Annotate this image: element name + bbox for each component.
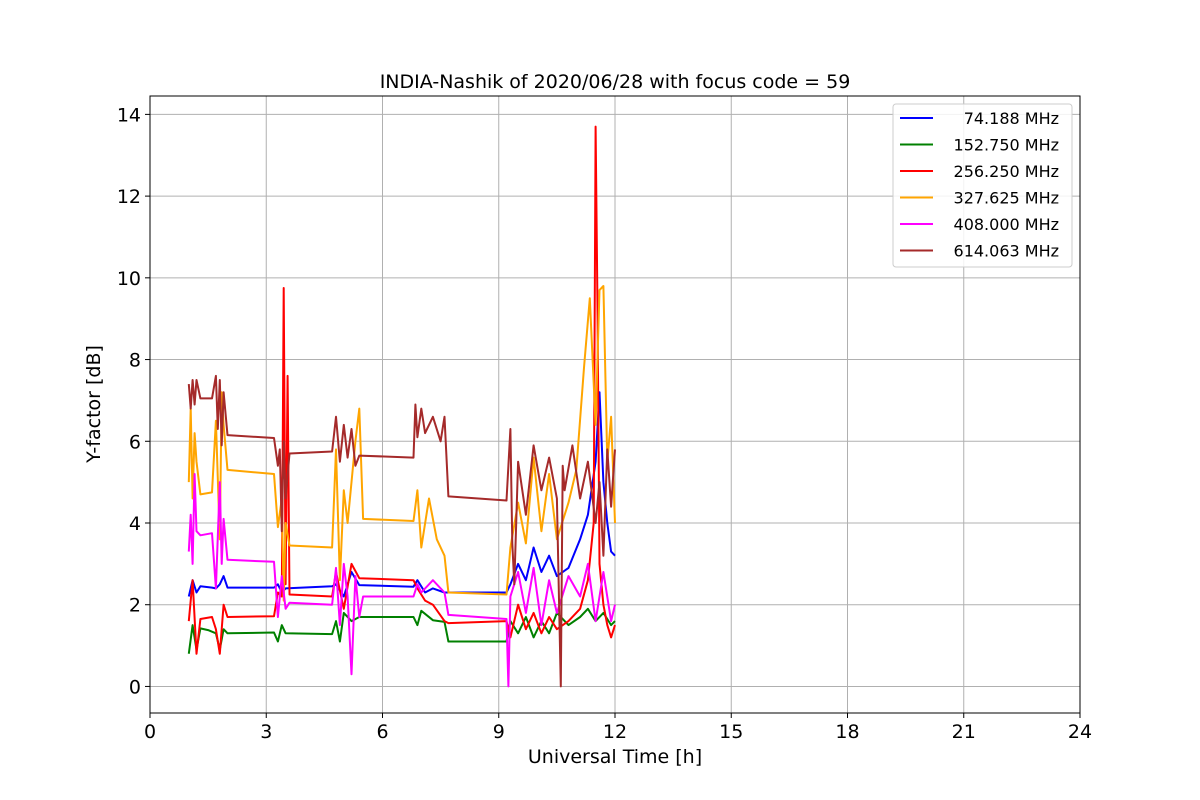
y-tick-label: 12 — [117, 186, 141, 208]
y-tick-label: 8 — [129, 350, 141, 372]
x-tick-label: 18 — [835, 721, 859, 743]
x-tick-label: 24 — [1068, 721, 1092, 743]
y-tick-label: 4 — [129, 513, 141, 535]
y-tick-label: 6 — [129, 431, 141, 453]
chart-title: INDIA-Nashik of 2020/06/28 with focus co… — [380, 71, 851, 93]
x-tick-label: 12 — [603, 721, 627, 743]
x-tick-label: 3 — [260, 721, 272, 743]
y-tick-label: 0 — [129, 676, 141, 698]
y-tick-label: 2 — [129, 595, 141, 617]
series-line-2 — [187, 125, 616, 655]
x-axis-label: Universal Time [h] — [528, 746, 702, 768]
y-tick-label: 14 — [117, 104, 141, 126]
x-tick-label: 0 — [144, 721, 156, 743]
legend-label-3: 327.625 MHz — [954, 189, 1059, 208]
legend-label-2: 256.250 MHz — [954, 162, 1059, 181]
legend-label-1: 152.750 MHz — [954, 136, 1059, 155]
legend-label-4: 408.000 MHz — [954, 215, 1059, 234]
legend-label-5: 614.063 MHz — [954, 242, 1059, 261]
legend-box — [892, 103, 1073, 268]
series-line-5 — [187, 374, 616, 688]
y-tick-label: 10 — [117, 268, 141, 290]
series-layer — [187, 125, 616, 688]
x-tick-label: 21 — [952, 721, 976, 743]
series-line-0 — [187, 391, 616, 598]
x-tick-label: 6 — [376, 721, 388, 743]
series-line-4 — [187, 473, 616, 688]
x-tick-label: 9 — [493, 721, 505, 743]
x-tick-label: 15 — [719, 721, 743, 743]
y-axis-label: Y-factor [dB] — [83, 345, 105, 464]
legend-label-0: 74.188 MHz — [964, 109, 1059, 128]
legend: 74.188 MHz 152.750 MHz 256.250 MHz 327.625 … — [892, 103, 1073, 268]
